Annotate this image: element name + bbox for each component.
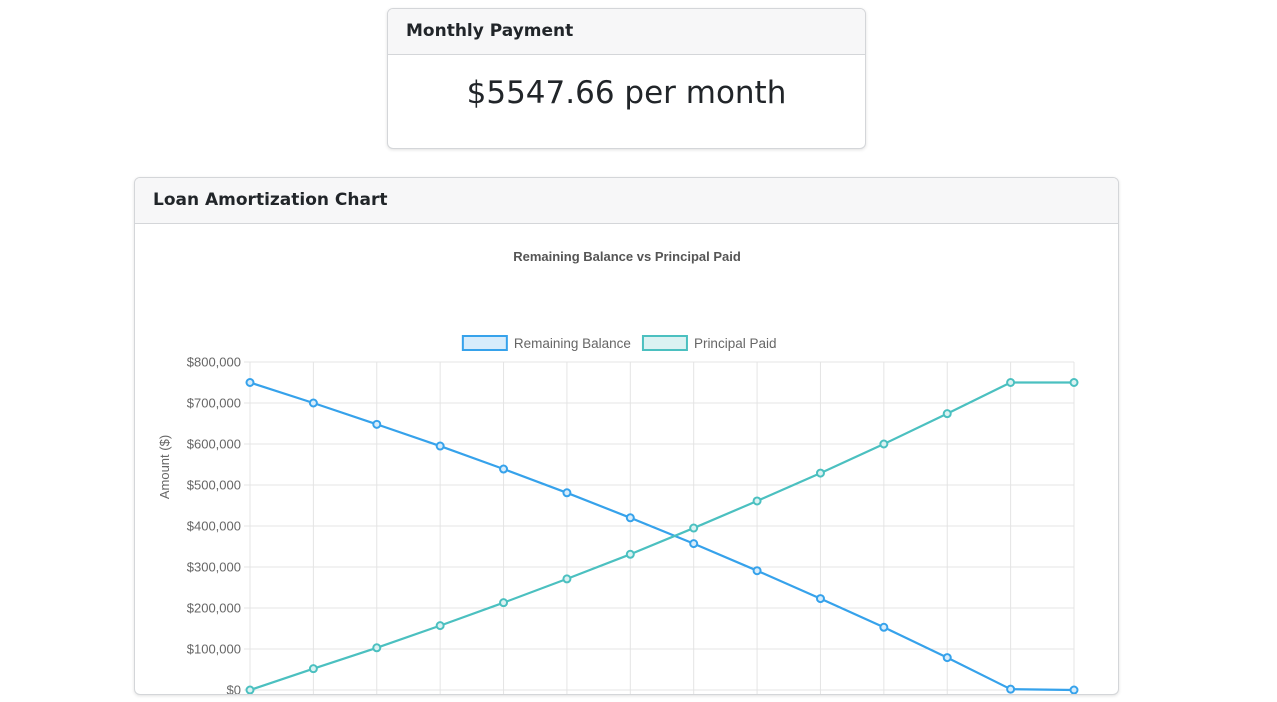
data-point[interactable] bbox=[435, 441, 445, 451]
data-point[interactable] bbox=[815, 594, 825, 604]
monthly-payment-value: $5547.66 per month bbox=[466, 75, 787, 111]
data-point[interactable] bbox=[1069, 378, 1079, 387]
data-point[interactable] bbox=[879, 622, 889, 632]
series-line bbox=[249, 381, 1074, 692]
legend-item[interactable]: Principal Paid bbox=[641, 335, 777, 351]
data-point[interactable] bbox=[308, 398, 318, 408]
legend-label: Remaining Balance bbox=[514, 336, 631, 351]
data-point[interactable] bbox=[1006, 378, 1016, 387]
y-tick-label: $500,000 bbox=[187, 478, 241, 493]
y-tick-label: $0 bbox=[227, 683, 241, 695]
data-point[interactable] bbox=[1006, 684, 1016, 694]
data-point[interactable] bbox=[815, 468, 825, 478]
amortization-chart-card: Loan Amortization Chart Remaining Balanc… bbox=[134, 177, 1119, 695]
data-point[interactable] bbox=[1069, 685, 1079, 694]
chart-grid bbox=[244, 361, 1075, 694]
data-point[interactable] bbox=[372, 643, 382, 653]
chart-legend: Remaining Balance Principal Paid bbox=[461, 335, 777, 351]
amortization-chart-header: Loan Amortization Chart bbox=[135, 178, 1118, 224]
data-point[interactable] bbox=[942, 653, 952, 663]
data-point[interactable] bbox=[689, 523, 699, 533]
data-point[interactable] bbox=[942, 409, 952, 419]
data-point[interactable] bbox=[625, 549, 635, 559]
chart-title: Remaining Balance vs Principal Paid bbox=[513, 249, 741, 264]
chart-series bbox=[245, 378, 1079, 694]
data-point[interactable] bbox=[372, 419, 382, 429]
y-axis-ticks: $0 $100,000 $200,000 $300,000 $400,000 $500,0… bbox=[187, 355, 241, 695]
data-point[interactable] bbox=[562, 488, 572, 498]
data-point[interactable] bbox=[308, 664, 318, 674]
legend-label: Principal Paid bbox=[694, 336, 777, 351]
y-tick-label: $100,000 bbox=[187, 642, 241, 657]
data-point[interactable] bbox=[879, 439, 889, 449]
legend-item[interactable]: Remaining Balance bbox=[461, 335, 631, 351]
series-line bbox=[249, 381, 1075, 692]
y-tick-label: $300,000 bbox=[187, 560, 241, 575]
y-axis-label: Amount ($) bbox=[157, 435, 172, 499]
y-tick-label: $200,000 bbox=[187, 601, 241, 616]
monthly-payment-card: Monthly Payment $5547.66 per month bbox=[387, 8, 866, 149]
y-tick-label: $800,000 bbox=[187, 355, 241, 370]
data-point[interactable] bbox=[562, 574, 572, 584]
data-point[interactable] bbox=[752, 496, 762, 506]
data-point[interactable] bbox=[689, 539, 699, 549]
series-remaining-balance bbox=[245, 378, 1079, 694]
y-tick-label: $400,000 bbox=[187, 519, 241, 534]
series-principal-paid bbox=[245, 378, 1079, 694]
data-point[interactable] bbox=[499, 464, 509, 474]
monthly-payment-header: Monthly Payment bbox=[388, 9, 865, 55]
y-tick-label: $700,000 bbox=[187, 396, 241, 411]
legend-swatch bbox=[641, 335, 688, 351]
y-tick-label: $600,000 bbox=[187, 437, 241, 452]
amortization-chart: Remaining Balance vs Principal Paid Rema… bbox=[157, 249, 1079, 695]
data-point[interactable] bbox=[499, 598, 509, 608]
data-point[interactable] bbox=[245, 685, 255, 694]
legend-swatch bbox=[461, 335, 508, 351]
data-point[interactable] bbox=[245, 378, 255, 387]
data-point[interactable] bbox=[435, 621, 445, 631]
data-point[interactable] bbox=[625, 513, 635, 523]
data-point[interactable] bbox=[752, 566, 762, 576]
